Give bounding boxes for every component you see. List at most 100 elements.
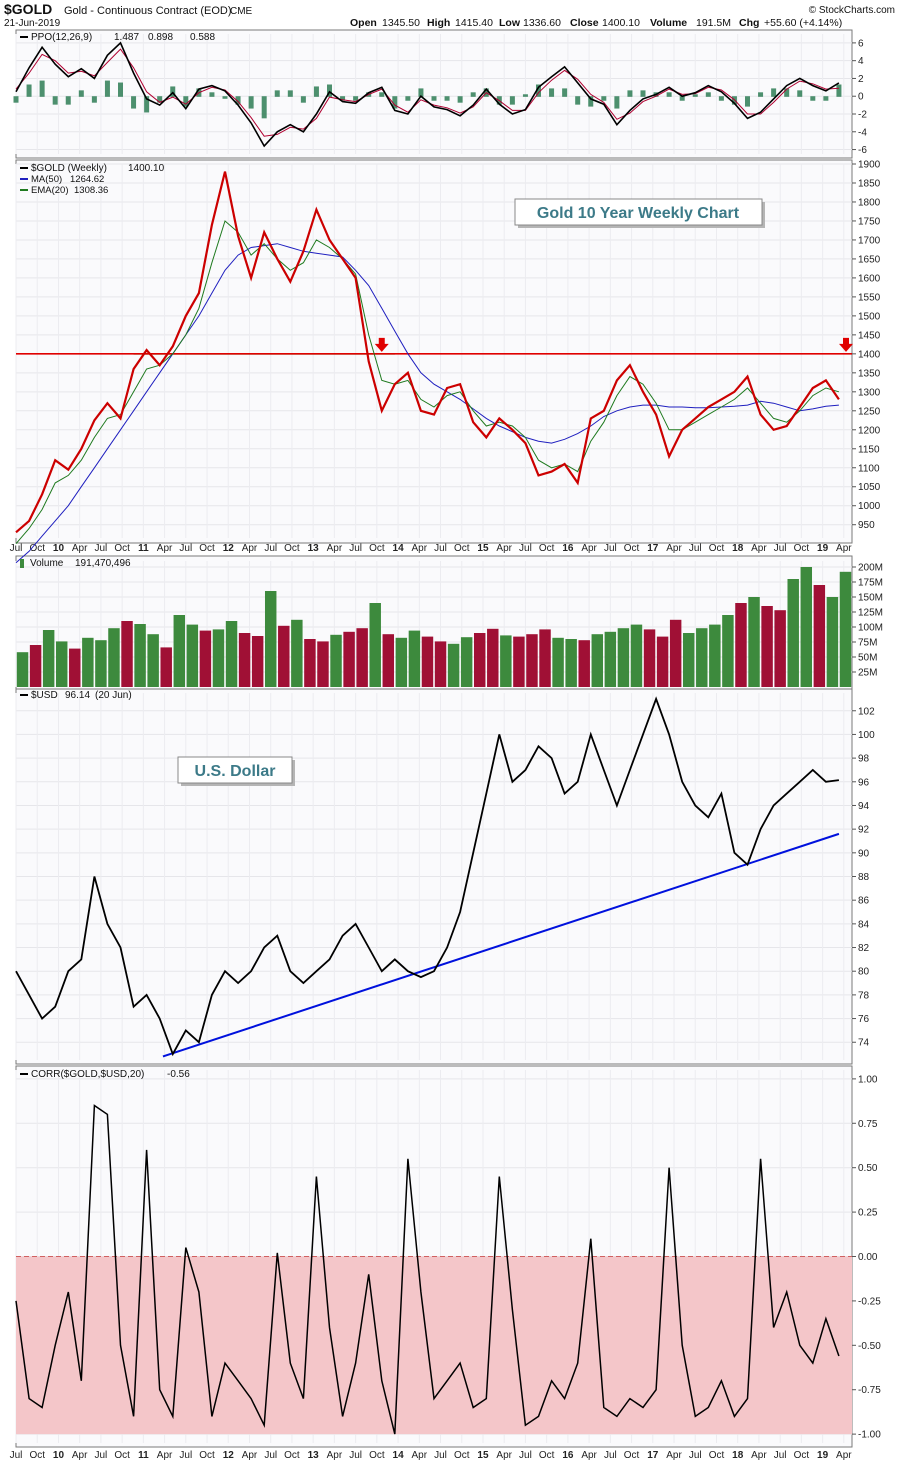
- y-tick-label: 1350: [858, 368, 881, 379]
- header-exchange: CME: [230, 6, 253, 17]
- ppo-histogram-bar: [405, 96, 411, 101]
- volume-bar: [696, 628, 708, 687]
- y-tick-label: 1450: [858, 330, 881, 341]
- x-tick-label: Oct: [624, 543, 640, 554]
- y-tick-label: 100: [858, 730, 875, 741]
- y-tick-label: -1.00: [858, 1430, 881, 1441]
- x-tick-label: Oct: [29, 543, 45, 554]
- x-tick-label: 12: [223, 1450, 235, 1461]
- quote-open-value: 1345.50: [382, 17, 420, 29]
- quote-open-label: Open: [350, 17, 377, 29]
- x-tick-label: Apr: [72, 1450, 88, 1461]
- x-tick-label: Oct: [369, 1450, 385, 1461]
- header-symbol: $GOLD: [4, 1, 52, 17]
- volume-bar: [330, 634, 342, 687]
- x-tick-label: Apr: [666, 543, 682, 554]
- x-tick-label: Jul: [689, 543, 702, 554]
- volume-bar: [121, 621, 133, 687]
- volume-bar: [369, 603, 381, 687]
- x-tick-label: 19: [817, 543, 829, 554]
- x-tick-label: Jul: [604, 1450, 617, 1461]
- gold-price-line: [15, 171, 840, 534]
- y-tick-label: -2: [858, 110, 867, 121]
- x-tick-label: 14: [393, 1450, 405, 1461]
- ppo-value: 1.487: [114, 32, 139, 43]
- x-tick-label: Apr: [751, 1450, 767, 1461]
- ppo-histogram-bar: [327, 84, 332, 97]
- x-tick-label: Apr: [836, 543, 852, 554]
- ppo-histogram-bar: [91, 96, 97, 103]
- corr-label: CORR($GOLD,$USD,20): [31, 1069, 144, 1080]
- y-tick-label: 1500: [858, 311, 881, 322]
- volume-bar: [356, 628, 368, 687]
- x-tick-label: 15: [477, 543, 489, 554]
- volume-bar: [421, 636, 434, 687]
- volume-bar: [186, 624, 199, 687]
- ppo-histogram-bar: [118, 82, 123, 97]
- x-tick-label: Oct: [284, 1450, 300, 1461]
- x-tick-label: Oct: [29, 1450, 45, 1461]
- y-tick-label: -4: [858, 127, 867, 138]
- y-tick-label: 25M: [858, 668, 877, 679]
- volume-bar: [735, 603, 747, 687]
- y-tick-label: 1.00: [858, 1074, 878, 1085]
- ppo-histogram-bar: [666, 92, 672, 97]
- y-tick-label: 0.75: [858, 1119, 878, 1130]
- volume-bar: [800, 567, 813, 687]
- volume-bar: [813, 585, 826, 687]
- quote-close-label: Close: [570, 17, 599, 29]
- ppo-histogram-bar: [379, 92, 385, 97]
- volume-legend: Volume 191,470,496: [20, 558, 131, 569]
- ppo-histogram-bar: [444, 96, 450, 101]
- quote-low-value: 1336.60: [523, 17, 561, 29]
- y-tick-label: 1050: [858, 482, 881, 493]
- x-tick-label: 11: [138, 543, 149, 554]
- volume-bar: [95, 640, 107, 687]
- volume-bar: [604, 631, 617, 687]
- ppo-panel-frame: [15, 29, 853, 159]
- x-tick-label: 11: [138, 1450, 149, 1461]
- volume-bar: [317, 641, 329, 687]
- volume-bar: [69, 648, 81, 687]
- ppo-histogram-bar: [745, 96, 750, 107]
- quote-chg-label: Chg: [739, 17, 759, 29]
- volume-bar: [304, 639, 316, 687]
- x-tick-label: Apr: [496, 543, 512, 554]
- volume-bar: [552, 637, 564, 687]
- x-tick-label: Oct: [624, 1450, 640, 1461]
- ppo-histogram-bar: [353, 96, 359, 101]
- volume-bar: [251, 636, 264, 687]
- volume-bar: [173, 615, 186, 687]
- price-last: 1400.10: [128, 163, 165, 174]
- volume-legend-swatch: [20, 559, 24, 568]
- volume-bar: [630, 624, 643, 687]
- x-tick-label: Jul: [434, 543, 447, 554]
- x-tick-label: 10: [53, 543, 65, 554]
- x-tick-label: Jul: [434, 1450, 447, 1461]
- quote-close-value: 1400.10: [602, 17, 640, 29]
- ppo-histogram-bar: [810, 96, 816, 101]
- price-legend: $GOLD (Weekly) 1400.10 MA(50) 1264.62 EM…: [20, 163, 165, 196]
- ppo-histogram-bar: [183, 96, 189, 107]
- ppo-hist-value: 0.588: [190, 32, 215, 43]
- x-tick-label: 13: [308, 1450, 320, 1461]
- x-tick-label: Apr: [72, 543, 88, 554]
- x-tick-label: Oct: [199, 543, 215, 554]
- ppo-histogram-bar: [157, 96, 163, 103]
- y-tick-label: 98: [858, 754, 870, 765]
- usd-trendline: [162, 832, 840, 1058]
- ppo-histogram-bar: [549, 88, 555, 97]
- x-tick-label: Apr: [157, 543, 173, 554]
- x-tick-label: 18: [732, 1450, 744, 1461]
- y-tick-label: 74: [858, 1038, 870, 1049]
- y-tick-label: 76: [858, 1014, 870, 1025]
- ppo-histogram-bar: [614, 96, 620, 109]
- x-tick-label: Oct: [114, 543, 130, 554]
- x-tick-label: Jul: [519, 1450, 532, 1461]
- y-tick-label: 88: [858, 872, 870, 883]
- y-tick-labels: 6 4 2 0 -2 -4 -6 950 1000 1050 1100 1150 1200 1250 130…: [858, 38, 883, 1440]
- x-tick-label: Jul: [264, 1450, 277, 1461]
- ma50-line: [15, 243, 839, 564]
- red-arrow-marker: [839, 337, 853, 352]
- y-tick-label: 4: [858, 56, 864, 67]
